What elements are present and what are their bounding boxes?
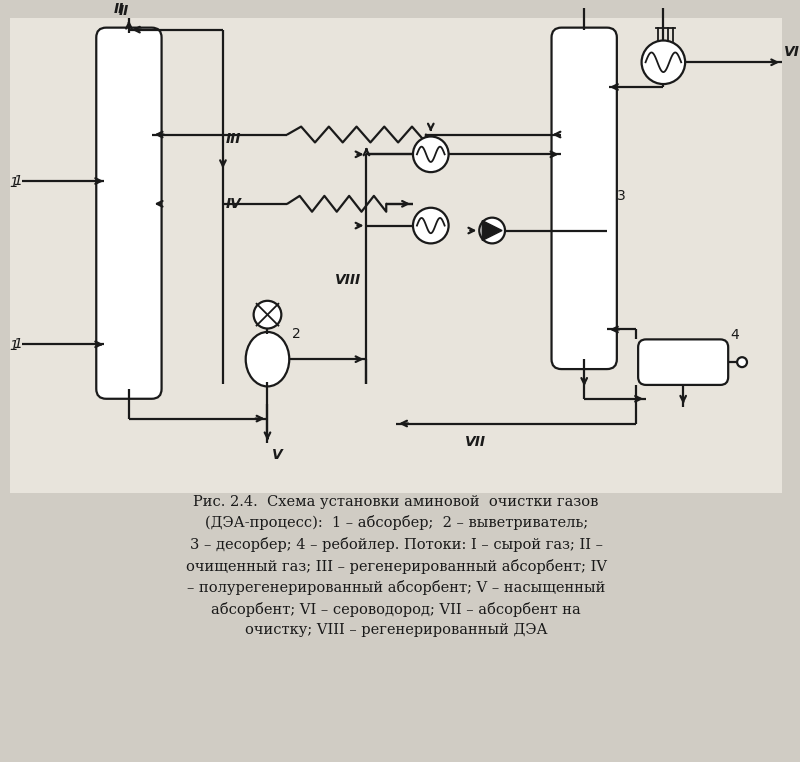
Text: 1: 1 bbox=[9, 339, 18, 354]
Text: 1: 1 bbox=[9, 176, 18, 190]
FancyBboxPatch shape bbox=[96, 27, 162, 399]
Text: II: II bbox=[119, 4, 129, 18]
Circle shape bbox=[413, 136, 449, 172]
Circle shape bbox=[479, 218, 505, 243]
Text: VI: VI bbox=[784, 45, 800, 59]
Text: VII: VII bbox=[465, 435, 486, 450]
Text: 1: 1 bbox=[13, 174, 22, 188]
FancyBboxPatch shape bbox=[551, 27, 617, 369]
Circle shape bbox=[254, 301, 282, 328]
Text: IV: IV bbox=[226, 197, 242, 211]
Text: 2: 2 bbox=[292, 328, 301, 341]
Polygon shape bbox=[482, 221, 502, 241]
Circle shape bbox=[737, 357, 747, 367]
Text: 1: 1 bbox=[13, 338, 22, 351]
Circle shape bbox=[642, 40, 685, 84]
Text: III: III bbox=[226, 133, 242, 146]
Circle shape bbox=[413, 208, 449, 243]
Text: VIII: VIII bbox=[335, 273, 362, 287]
Text: V: V bbox=[273, 448, 283, 463]
Text: Рис. 2.4.  Схема установки аминовой  очистки газов
(ДЭА-процесс):  1 – абсорбер;: Рис. 2.4. Схема установки аминовой очист… bbox=[186, 495, 606, 637]
FancyBboxPatch shape bbox=[638, 339, 728, 385]
Text: 3: 3 bbox=[617, 189, 626, 203]
Ellipse shape bbox=[246, 332, 290, 386]
Text: II: II bbox=[114, 2, 124, 16]
Bar bbox=[10, 18, 782, 493]
Text: 4: 4 bbox=[730, 328, 739, 342]
